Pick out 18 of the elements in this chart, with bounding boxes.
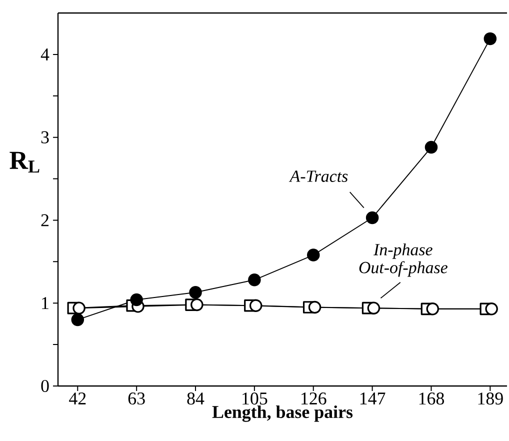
x-tick-label: 84: [187, 392, 204, 405]
y-tick-label: 1: [42, 297, 48, 310]
y-tick-label: 0: [41, 380, 49, 392]
x-tick-label: 63: [128, 392, 145, 405]
y-tick-label: 4: [40, 48, 50, 60]
x-axis-title: Length, base pairs: [212, 405, 353, 422]
annotation: In-phase: [373, 243, 432, 259]
x-tick-label: 126: [302, 392, 326, 405]
y-tick-label: 3: [41, 131, 49, 144]
x-tick-label: 147: [360, 392, 386, 404]
y-axis-title: R$_{L}$: [10, 152, 40, 173]
y-tick-label: 2: [41, 214, 49, 226]
x-tick-label: 189: [478, 392, 503, 405]
x-tick-label: 105: [242, 392, 268, 405]
x-tick-label: 42: [69, 392, 86, 404]
x-tick-label: 168: [419, 392, 444, 405]
annotation: A-Tracts: [288, 170, 348, 182]
annotation: Out-of-phase: [359, 261, 448, 277]
